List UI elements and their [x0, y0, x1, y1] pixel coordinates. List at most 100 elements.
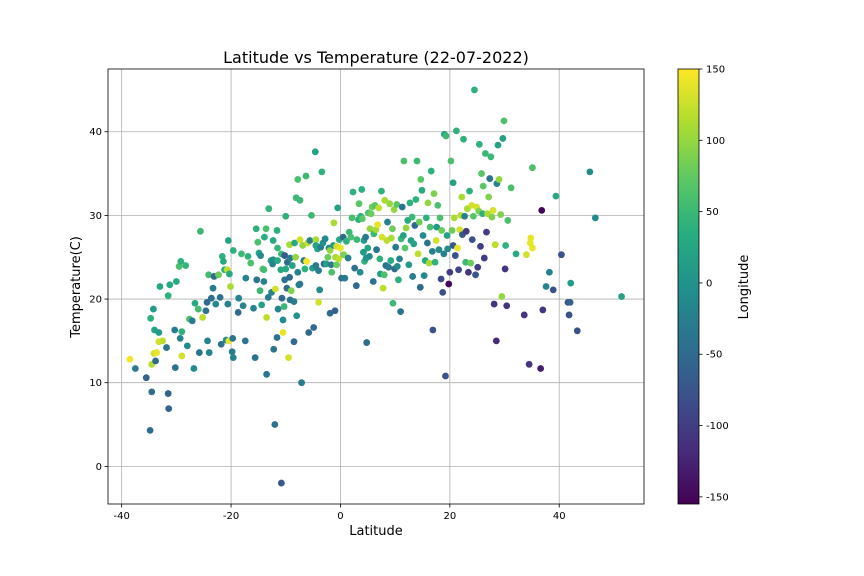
scatter-point	[239, 302, 247, 310]
scatter-point	[363, 339, 371, 346]
scatter-point	[488, 213, 496, 221]
y-tick-label: 40	[89, 127, 102, 138]
scatter-point	[226, 270, 233, 278]
scatter-point	[269, 237, 277, 244]
scatter-point	[397, 308, 405, 315]
scatter-point	[318, 168, 326, 176]
scatter-point	[395, 276, 402, 284]
scatter-point	[159, 337, 167, 345]
colorbar-tick-label: 50	[706, 207, 719, 218]
scatter-point	[178, 352, 186, 360]
scatter-point	[479, 182, 487, 190]
scatter-point	[212, 300, 220, 308]
scatter-point	[409, 273, 417, 280]
scatter-point	[549, 286, 557, 294]
scatter-point	[271, 285, 279, 293]
scatter-point	[474, 263, 482, 271]
colorbar-gradient	[678, 69, 699, 504]
scatter-point	[558, 251, 565, 259]
scatter-point	[351, 264, 359, 272]
scatter-point	[527, 234, 535, 242]
scatter-point	[341, 274, 349, 282]
y-tick-label: 10	[89, 378, 102, 389]
scatter-point	[171, 326, 179, 334]
scatter-point	[274, 257, 281, 264]
scatter-point	[311, 148, 319, 156]
scatter-point	[286, 254, 294, 262]
scatter-point	[379, 284, 387, 292]
scatter-point	[349, 188, 357, 196]
scatter-point	[216, 293, 224, 301]
scatter-point	[281, 252, 289, 259]
scatter-point	[274, 244, 281, 252]
scatter-point	[475, 140, 483, 148]
colorbar-tick-label: -100	[706, 421, 729, 432]
scatter-point	[261, 233, 268, 241]
scatter-point	[386, 200, 394, 208]
colorbar-tick-label: 0	[706, 278, 712, 289]
scatter-point	[244, 252, 252, 260]
scatter-point	[446, 268, 454, 276]
scatter-point	[347, 233, 355, 241]
scatter-point	[495, 176, 503, 183]
scatter-point	[251, 354, 259, 362]
scatter-point	[425, 259, 433, 267]
scatter-point	[384, 218, 391, 226]
scatter-point	[504, 217, 512, 224]
scatter-point	[442, 132, 450, 140]
scatter-point	[126, 355, 134, 363]
colorbar-tick-label: -50	[706, 350, 722, 361]
scatter-point	[398, 203, 406, 211]
scatter-point	[260, 266, 268, 274]
scatter-point	[153, 349, 161, 356]
scatter-point	[348, 214, 356, 222]
scatter-point	[487, 153, 495, 161]
scatter-point	[442, 372, 449, 380]
scatter-point	[321, 235, 329, 243]
scatter-point	[439, 288, 447, 296]
scatter-point	[389, 225, 396, 233]
scatter-point	[273, 334, 281, 341]
scatter-point	[567, 279, 575, 287]
scatter-point	[296, 236, 304, 244]
scatter-point	[486, 175, 494, 182]
scatter-point	[525, 360, 533, 368]
scatter-point	[279, 329, 287, 336]
x-tick-label: -20	[223, 511, 239, 522]
scatter-point	[142, 374, 150, 382]
scatter-point	[312, 236, 320, 244]
colorbar-label: Longitude	[737, 255, 752, 320]
colorbar-ticks: -150 -100 -50 0 50 100 150	[699, 65, 729, 503]
scatter-point	[466, 187, 473, 195]
scatter-point	[456, 226, 464, 234]
scatter-point	[164, 390, 172, 397]
scatter-point	[362, 233, 370, 241]
scatter-point	[542, 283, 550, 290]
scatter-point	[163, 344, 170, 351]
scatter-point	[566, 298, 574, 306]
scatter-point	[468, 236, 476, 244]
x-gridlines	[121, 69, 560, 504]
scatter-point	[406, 199, 414, 207]
scatter-point	[296, 280, 304, 288]
scatter-point	[331, 307, 339, 315]
scatter-point	[330, 219, 338, 227]
scatter-point	[315, 267, 322, 275]
scatter-point	[507, 184, 515, 192]
scatter-point	[207, 294, 215, 302]
scatter-point	[436, 214, 444, 222]
scatter-point	[286, 273, 293, 281]
scatter-point	[288, 262, 296, 269]
scatter-point	[489, 206, 497, 214]
y-gridlines	[108, 131, 644, 467]
scatter-point	[479, 210, 487, 218]
scatter-point	[305, 329, 313, 336]
scatter-point	[500, 117, 508, 125]
x-tick-label: 40	[553, 511, 566, 522]
scatter-point	[462, 227, 470, 235]
y-axis-ticks: 0 10 20 30 40	[89, 127, 108, 473]
scatter-point	[573, 327, 581, 335]
scatter-point	[183, 342, 191, 350]
x-tick-label: 20	[443, 511, 456, 522]
scatter-point	[565, 311, 573, 319]
